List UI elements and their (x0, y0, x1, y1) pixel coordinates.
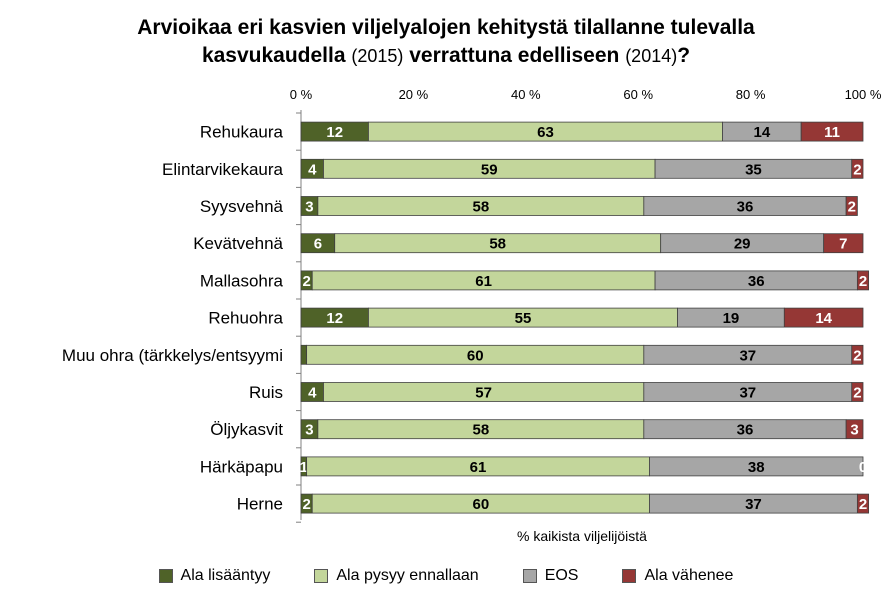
bar-segment (823, 233, 864, 254)
data-label: 0 (859, 459, 867, 476)
data-label: 14 (753, 124, 770, 141)
category-label: Elintarvikekaura (162, 160, 283, 179)
data-label: 12 (326, 124, 343, 141)
legend-label: Ala pysyy ennallaan (336, 567, 479, 584)
legend: Ala lisääntyy Ala pysyy ennallaan EOS Ala v… (0, 564, 892, 588)
data-label: 58 (489, 236, 506, 253)
x-tick-label: 20 % (399, 87, 429, 102)
data-label: 36 (737, 199, 754, 216)
legend-swatch (314, 569, 329, 583)
data-label: 19 (723, 310, 740, 327)
bar-segment (649, 456, 864, 477)
data-label: 35 (745, 161, 762, 178)
category-label: Kevätvehnä (193, 234, 283, 253)
title-part-kasvukaudella: kasvukaudella (201, 44, 346, 67)
legend-swatch (622, 569, 637, 583)
bar-segment (800, 121, 864, 142)
data-label: 58 (472, 199, 489, 216)
category-label: Syysvehnä (200, 197, 284, 216)
data-label: 3 (305, 199, 313, 216)
chart-title: Arvioikaa eri kasvien viljelyalojen kehi… (0, 14, 892, 70)
data-label: 4 (308, 161, 317, 178)
data-label: 37 (745, 496, 762, 513)
data-label: 3 (850, 422, 858, 439)
data-label: 29 (734, 236, 751, 253)
legend-label: Ala vähenee (644, 567, 734, 584)
data-label: 36 (748, 273, 765, 290)
bar-segment (851, 158, 864, 179)
data-label: 2 (859, 496, 867, 513)
data-label: 12 (326, 310, 343, 327)
x-tick-label: 60 % (623, 87, 653, 102)
data-label: 36 (737, 422, 754, 439)
legend-label: Ala lisääntyy (180, 567, 271, 584)
category-label: Mallasohra (200, 271, 284, 290)
category-label: Härkäpapu (200, 457, 283, 476)
legend-swatch (522, 569, 537, 583)
data-label: 3 (305, 422, 313, 439)
data-label: 2 (853, 347, 861, 364)
title-line-2: kasvukaudella (2015) verrattuna edellise… (0, 42, 892, 70)
data-label: 2 (859, 273, 867, 290)
legend-item: Ala pysyy ennallaan (314, 564, 479, 588)
x-tick-label: 40 % (511, 87, 541, 102)
legend-item: Ala lisääntyy (158, 564, 271, 588)
data-label: 37 (739, 347, 756, 364)
data-label: 55 (515, 310, 532, 327)
title-line-1: Arvioikaa eri kasvien viljelyalojen kehi… (137, 16, 755, 39)
bar-segment (856, 493, 870, 514)
title-question-mark: ? (677, 44, 691, 67)
data-label: 63 (537, 124, 554, 141)
legend-item: EOS (522, 564, 579, 588)
data-label: 60 (472, 496, 489, 513)
data-label: 14 (815, 310, 832, 327)
data-label: 11 (824, 124, 840, 141)
legend-swatch (158, 569, 173, 583)
bar-segment (851, 344, 864, 365)
data-label: 1 (300, 459, 308, 476)
data-label: 2 (853, 385, 861, 402)
bar-segment (845, 196, 858, 216)
data-label: 61 (470, 459, 487, 476)
data-label: 61 (475, 273, 492, 290)
bar-segment (300, 344, 308, 365)
category-label: Muu ohra (tärkkelys/entsyymi (62, 346, 283, 365)
legend-item: Ala vähenee (622, 564, 733, 588)
stacked-bar-chart: 0 % 20 % 40 % 60 % 80 % 100 %Rehukaura 12 63 14 1… (62, 87, 882, 523)
data-label: 2 (302, 496, 310, 513)
data-label: 2 (302, 273, 310, 290)
x-tick-label: 0 % (290, 87, 313, 102)
legend-label: EOS (544, 567, 579, 584)
category-label: Herne (237, 495, 283, 514)
title-year-2015: (2015) (351, 46, 404, 66)
category-label: Ruis (249, 383, 283, 402)
data-label: 58 (472, 422, 489, 439)
data-label: 57 (475, 385, 492, 402)
bar-segment (856, 270, 870, 291)
data-label: 2 (853, 161, 861, 178)
data-label: 60 (467, 347, 484, 364)
data-label: 38 (748, 459, 765, 476)
data-label: 59 (481, 161, 498, 178)
title-year-2014: (2014) (625, 46, 678, 66)
bar-segment (851, 382, 864, 402)
data-label: 4 (308, 385, 317, 402)
category-label: Rehukaura (200, 123, 284, 142)
x-tick-label: 100 % (845, 87, 882, 102)
bar-segment (783, 307, 864, 328)
category-label: Öljykasvit (210, 420, 283, 439)
data-label: 37 (739, 385, 756, 402)
data-label: 6 (314, 236, 322, 253)
bar-segment (845, 419, 864, 440)
x-axis-label: % kaikista viljelijöistä (517, 528, 647, 544)
title-part-verrattuna: verrattuna edelliseen (409, 44, 620, 67)
x-tick-label: 80 % (736, 87, 766, 102)
data-label: 2 (848, 199, 856, 216)
category-label: Rehuohra (208, 309, 283, 328)
data-label: 7 (839, 236, 847, 253)
